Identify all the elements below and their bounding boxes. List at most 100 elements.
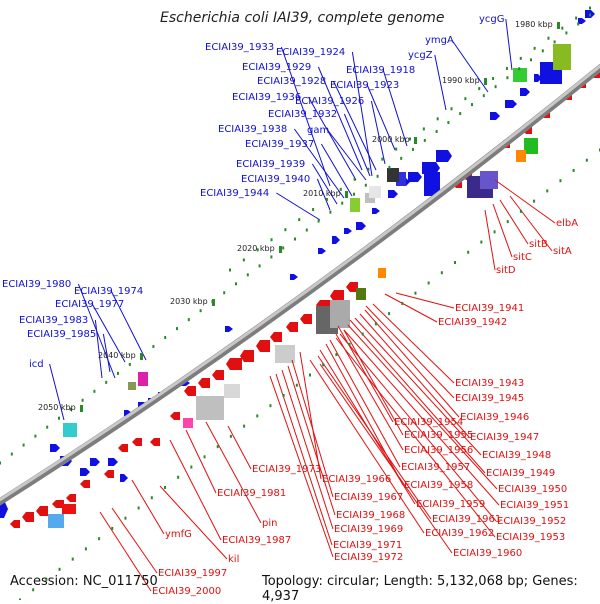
reverse-gene-label[interactable]: ECIAI39_1941 [455, 303, 524, 314]
forward-gene-label[interactable]: ECIAI39_1938 [218, 124, 287, 135]
forward-gene-feature[interactable] [344, 228, 352, 234]
reverse-gene-label[interactable]: ECIAI39_1950 [498, 484, 567, 495]
reverse-gene-label[interactable]: ECIAI39_1968 [336, 510, 405, 521]
reverse-gene-feature[interactable] [52, 500, 64, 508]
forward-gene-label[interactable]: ECIAI39_1926 [295, 96, 364, 107]
reverse-gene-feature[interactable] [224, 384, 240, 398]
reverse-gene-label[interactable]: ECIAI39_1962 [425, 528, 494, 539]
forward-gene-feature[interactable] [424, 172, 440, 196]
reverse-gene-label[interactable]: ECIAI39_1960 [453, 548, 522, 559]
reverse-gene-label[interactable]: sitB [529, 239, 548, 250]
forward-gene-feature[interactable] [422, 162, 440, 174]
forward-gene-label[interactable]: icd [29, 359, 44, 370]
reverse-gene-feature[interactable] [196, 396, 224, 420]
reverse-gene-label[interactable]: ECIAI39_1973 [252, 464, 321, 475]
reverse-gene-feature[interactable] [356, 288, 366, 300]
reverse-gene-feature[interactable] [300, 314, 312, 324]
forward-gene-feature[interactable] [138, 372, 148, 386]
reverse-gene-label[interactable]: ECIAI39_1971 [333, 540, 402, 551]
reverse-gene-feature[interactable] [275, 345, 295, 363]
reverse-gene-label[interactable]: ECIAI39_1966 [322, 474, 391, 485]
reverse-gene-feature[interactable] [80, 480, 90, 488]
reverse-gene-feature[interactable] [150, 438, 160, 446]
reverse-gene-feature[interactable] [118, 444, 128, 452]
reverse-gene-feature[interactable] [66, 494, 76, 502]
reverse-gene-label[interactable]: ECIAI39_1957 [401, 462, 470, 473]
reverse-gene-feature[interactable] [132, 438, 142, 446]
forward-gene-label[interactable]: ECIAI39_1924 [276, 47, 345, 58]
forward-gene-feature[interactable] [436, 150, 452, 162]
reverse-gene-feature[interactable] [226, 358, 242, 370]
forward-gene-feature[interactable] [90, 458, 100, 466]
forward-gene-feature[interactable] [80, 468, 90, 476]
reverse-gene-feature[interactable] [48, 514, 64, 528]
forward-gene-label[interactable]: ECIAI39_1977 [55, 299, 124, 310]
reverse-gene-feature[interactable] [516, 150, 526, 162]
reverse-gene-label[interactable]: pin [262, 518, 277, 529]
forward-gene-feature[interactable] [290, 274, 298, 280]
reverse-gene-label[interactable]: elbA [556, 218, 578, 229]
forward-gene-feature[interactable] [505, 100, 517, 108]
forward-gene-feature[interactable] [350, 198, 360, 212]
forward-gene-feature[interactable] [369, 186, 381, 198]
reverse-gene-label[interactable]: ECIAI39_1952 [497, 516, 566, 527]
gene-label-layer[interactable]: ECIAI39_1933 ECIAI39_1924 ECIAI39_1929 ECIA… [2, 14, 578, 597]
forward-gene-feature[interactable] [128, 382, 136, 390]
reverse-gene-label[interactable]: ECIAI39_1967 [334, 492, 403, 503]
forward-gene-feature[interactable] [520, 88, 530, 96]
reverse-gene-feature[interactable] [286, 322, 298, 332]
reverse-gene-feature[interactable] [270, 332, 282, 342]
reverse-gene-label[interactable]: ECIAI39_1948 [482, 450, 551, 461]
reverse-gene-feature[interactable] [346, 282, 358, 292]
reverse-gene-feature[interactable] [36, 506, 48, 516]
forward-gene-feature[interactable] [108, 458, 118, 466]
reverse-gene-feature[interactable] [183, 418, 193, 428]
forward-gene-label[interactable]: ycgG [479, 14, 505, 25]
reverse-gene-label[interactable]: ECIAI39_2000 [152, 586, 221, 597]
forward-gene-feature[interactable] [513, 68, 527, 82]
forward-gene-feature[interactable] [387, 168, 399, 182]
forward-gene-feature[interactable] [225, 326, 233, 332]
forward-gene-label[interactable]: ECIAI39_1983 [19, 315, 88, 326]
forward-gene-label[interactable]: ECIAI39_1932 [268, 109, 337, 120]
forward-gene-feature[interactable] [408, 172, 422, 182]
forward-gene-feature[interactable] [396, 172, 406, 186]
reverse-gene-feature[interactable] [330, 290, 344, 302]
reverse-gene-label[interactable]: ECIAI39_1955 [404, 430, 473, 441]
reverse-gene-label[interactable]: ECIAI39_1947 [470, 432, 539, 443]
forward-gene-feature[interactable] [578, 18, 586, 24]
reverse-gene-label[interactable]: ECIAI39_1959 [416, 499, 485, 510]
reverse-gene-label[interactable]: ECIAI39_1943 [455, 378, 524, 389]
reverse-gene-label[interactable]: ECIAI39_1949 [486, 468, 555, 479]
forward-gene-label[interactable]: ECIAI39_1944 [200, 188, 269, 199]
forward-gene-label[interactable]: gam [307, 125, 329, 136]
reverse-gene-label[interactable]: ECIAI39_1972 [334, 552, 403, 563]
reverse-gene-feature[interactable] [330, 300, 350, 328]
forward-gene-feature[interactable] [332, 236, 340, 244]
reverse-gene-label[interactable]: ECIAI39_1953 [496, 532, 565, 543]
forward-gene-label[interactable]: ECIAI39_1923 [330, 80, 399, 91]
reverse-gene-feature[interactable] [104, 470, 114, 478]
reverse-gene-feature[interactable] [22, 512, 34, 522]
reverse-gene-label[interactable]: ECIAI39_1958 [404, 480, 473, 491]
forward-gene-feature[interactable] [553, 44, 571, 70]
reverse-gene-feature[interactable] [62, 504, 76, 514]
forward-gene-label[interactable]: ECIAI39_1940 [241, 174, 310, 185]
forward-gene-feature[interactable] [120, 474, 128, 482]
forward-gene-label[interactable]: ECIAI39_1928 [257, 76, 326, 87]
forward-gene-label[interactable]: ECIAI39_1933 [205, 42, 274, 53]
forward-gene-feature[interactable] [524, 138, 538, 154]
reverse-gene-feature[interactable] [170, 412, 180, 420]
reverse-gene-feature[interactable] [10, 520, 20, 528]
forward-gene-feature[interactable] [490, 112, 500, 120]
reverse-gene-label[interactable]: sitD [496, 265, 516, 276]
reverse-gene-feature[interactable] [256, 340, 270, 352]
forward-gene-feature[interactable] [63, 423, 77, 437]
forward-gene-label[interactable]: ECIAI39_1939 [236, 159, 305, 170]
reverse-gene-label[interactable]: sitA [553, 246, 572, 257]
forward-gene-label[interactable]: ymgA [425, 35, 454, 46]
reverse-gene-label[interactable]: ECIAI39_1945 [455, 393, 524, 404]
forward-gene-feature[interactable] [388, 190, 398, 198]
reverse-gene-label[interactable]: sitC [513, 252, 532, 263]
